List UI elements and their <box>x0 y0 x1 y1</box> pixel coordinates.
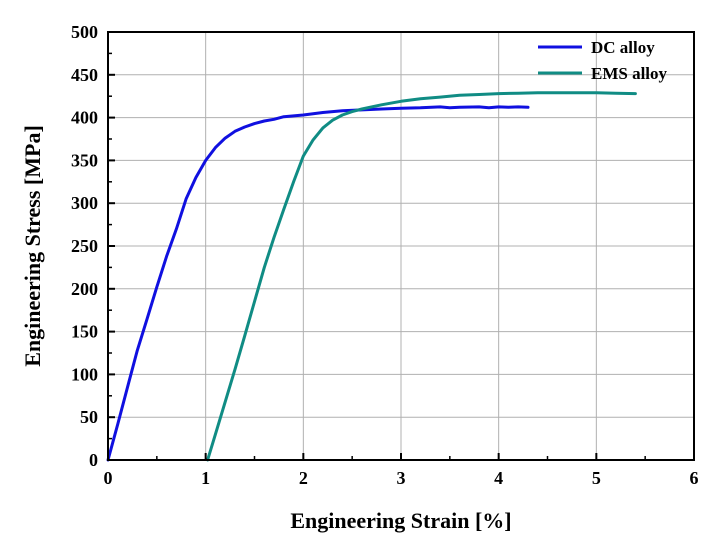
x-tick-labels: 0 1 2 3 4 5 6 <box>104 468 699 488</box>
y-tick-label: 350 <box>71 150 98 170</box>
y-tick-label: 100 <box>71 364 98 384</box>
x-tick-label: 0 <box>104 468 113 488</box>
y-axis-title: Engineering Stress [MPa] <box>20 125 45 367</box>
y-tick-labels: 0 50 100 150 200 250 300 350 400 450 500 <box>71 22 98 470</box>
y-tick-label: 50 <box>80 407 98 427</box>
legend: DC alloy EMS alloy <box>538 38 668 83</box>
legend-label-dc: DC alloy <box>591 38 655 57</box>
x-tick-label: 3 <box>397 468 406 488</box>
series-line-ems-alloy <box>206 91 637 462</box>
grid-lines <box>108 32 694 460</box>
x-tick-label: 1 <box>201 468 210 488</box>
x-tick-label: 4 <box>494 468 503 488</box>
y-tick-label: 150 <box>71 322 98 342</box>
y-tick-label: 400 <box>71 108 98 128</box>
y-tick-label: 300 <box>71 193 98 213</box>
x-tick-label: 2 <box>299 468 308 488</box>
y-tick-label: 200 <box>71 279 98 299</box>
y-tick-label: 0 <box>89 450 98 470</box>
y-tick-label: 450 <box>71 65 98 85</box>
legend-label-ems: EMS alloy <box>591 64 668 83</box>
x-tick-label: 6 <box>690 468 699 488</box>
y-tick-label: 250 <box>71 236 98 256</box>
axis-ticks <box>107 31 695 461</box>
x-axis-title: Engineering Strain [%] <box>290 508 511 533</box>
y-tick-label: 500 <box>71 22 98 42</box>
x-tick-label: 5 <box>592 468 601 488</box>
series-line-dc-alloy <box>106 105 530 462</box>
series-layer <box>106 91 637 462</box>
